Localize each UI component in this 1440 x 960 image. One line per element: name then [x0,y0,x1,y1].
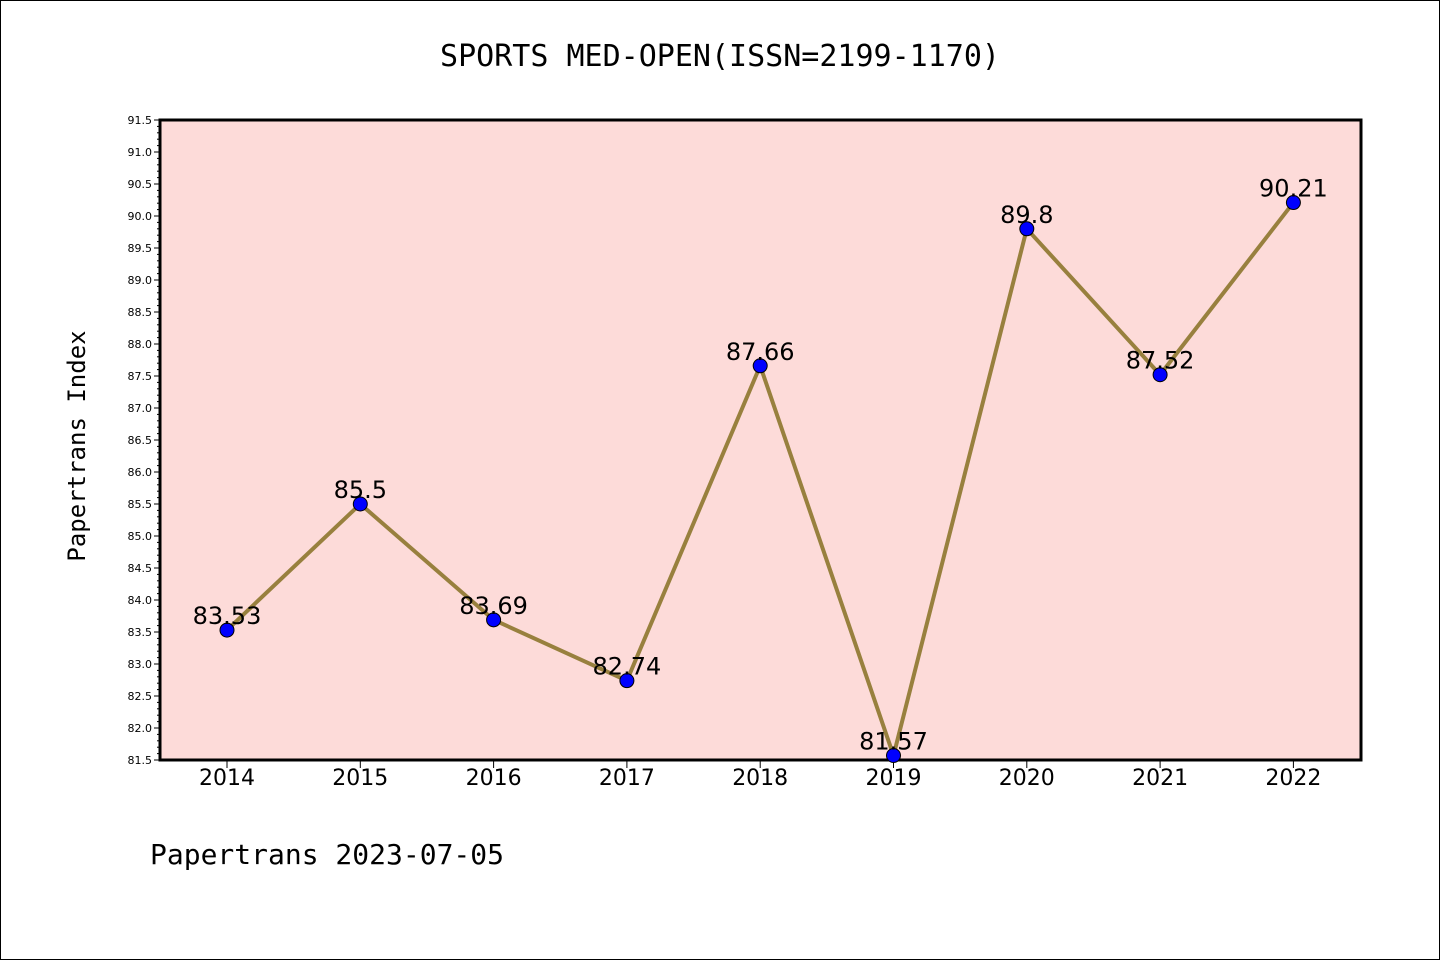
y-tick-label: 82.5 [128,690,153,703]
y-tick-label: 83.5 [128,626,153,639]
y-axis: 81.5 82.0 82.5 83.0 83.5 84.0 84.5 85.0 85.5 86.0… [128,114,160,767]
data-point [1152,367,1168,383]
data-label: 83.53 [193,602,262,630]
data-label: 82.74 [593,653,662,681]
y-tick-label: 86.0 [128,466,153,479]
data-label: 85.5 [334,476,387,504]
data-point [219,622,235,638]
y-tick-label: 83.0 [128,658,153,671]
chart-title: SPORTS MED-OPEN(ISSN=2199-1170) [440,39,1000,74]
y-tick-label: 90.0 [128,210,153,223]
data-point [352,496,368,512]
x-tick-label: 2018 [732,766,788,791]
y-tick-label: 87.5 [128,370,153,383]
y-tick-label: 86.5 [128,434,153,447]
data-label: 87.52 [1126,347,1195,375]
y-tick-label: 85.5 [128,498,153,511]
x-tick-label: 2020 [999,766,1055,791]
data-point [1285,195,1301,211]
y-tick-label: 82.0 [128,722,153,735]
y-tick-label: 91.0 [128,146,153,159]
data-label: 87.66 [726,338,795,366]
data-label: 90.21 [1259,175,1328,203]
y-tick-label: 90.5 [128,178,153,191]
footer-text: Papertrans 2023-07-05 [150,838,504,871]
y-tick-label: 85.0 [128,530,153,543]
data-point [1019,221,1035,237]
x-tick-label: 2015 [332,766,388,791]
data-label: 89.8 [1000,201,1053,229]
y-tick-label: 88.5 [128,306,153,319]
y-tick-label: 84.0 [128,594,153,607]
x-tick-label: 2014 [199,766,255,791]
series-line [219,195,1301,764]
plot-area [158,118,1363,762]
y-tick-label: 88.0 [128,338,153,351]
y-tick-label: 89.0 [128,274,153,287]
y-tick-label: 91.5 [128,114,153,127]
data-point [886,748,901,764]
x-axis: 2014 2015 2016 2017 2018 2019 2020 2021 2022 [199,760,1321,791]
y-tick-label: 81.5 [128,754,153,767]
y-tick-label: 84.5 [128,562,153,575]
x-tick-label: 2016 [466,766,522,791]
x-tick-label: 2021 [1132,766,1188,791]
data-point [752,358,768,374]
data-point [486,612,502,628]
data-label: 81.57 [859,728,928,756]
data-point [619,673,635,689]
y-tick-label: 89.5 [128,242,153,255]
data-label: 83.69 [459,592,528,620]
x-tick-label: 2017 [599,766,655,791]
y-tick-label: 87.0 [128,402,153,415]
data-labels: 83.53 85.5 83.69 82.74 87.66 81.57 89.8 87.52 90… [193,175,1328,756]
y-axis-label: Papertrans Index [63,330,91,561]
x-tick-label: 2019 [866,766,922,791]
x-tick-label: 2022 [1265,766,1321,791]
